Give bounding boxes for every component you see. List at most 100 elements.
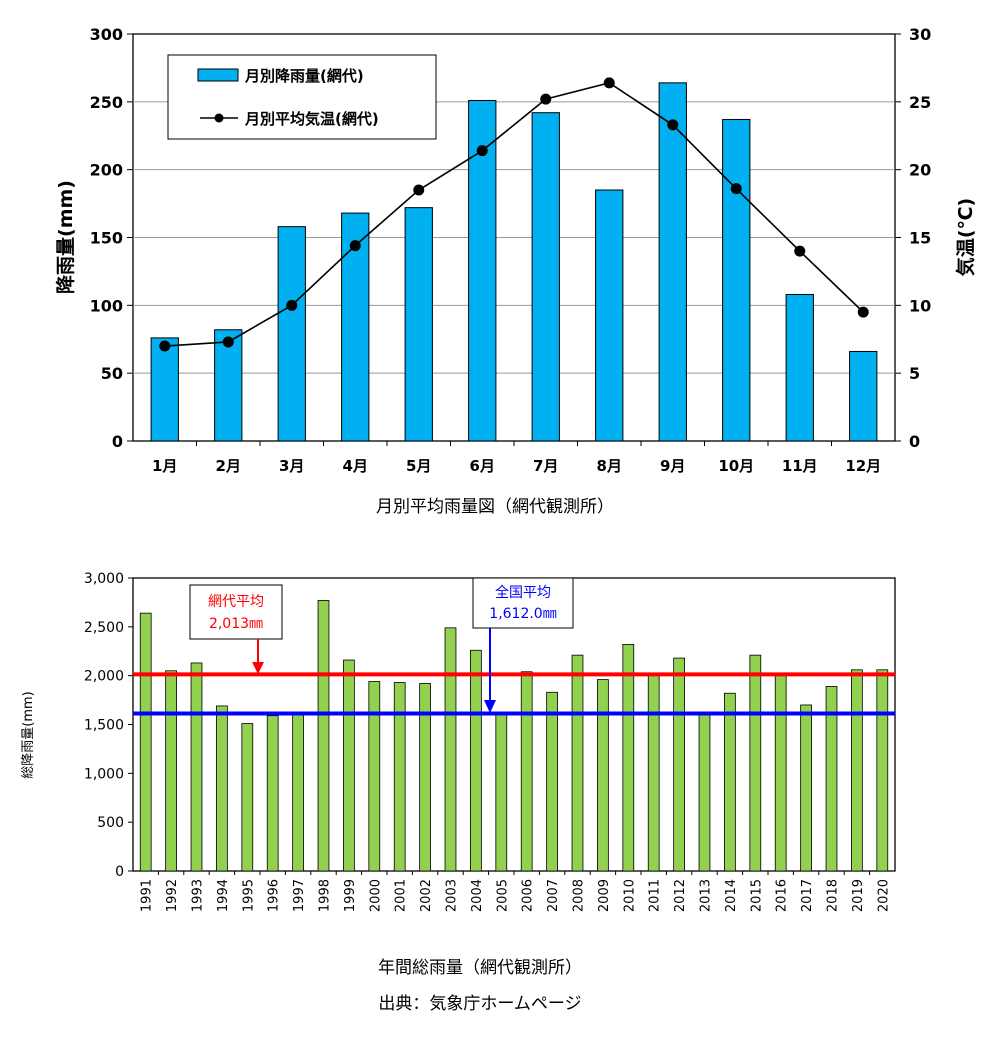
year-label: 1991: [140, 879, 155, 912]
annual-bar-2009: [597, 679, 609, 872]
national-average-value: 1,612.0㎜: [489, 606, 556, 622]
annual-bar-1995: [241, 723, 254, 872]
annual-tick-label: 1,500: [84, 718, 124, 734]
temp-point-7: [540, 93, 552, 105]
left-tick-label: 50: [101, 364, 123, 383]
right-tick-label: 30: [909, 25, 931, 44]
left-tick-label: 100: [90, 296, 123, 315]
temp-point-8: [603, 77, 615, 89]
rain-bar-10: [722, 118, 751, 442]
rain-bar-8: [595, 189, 624, 442]
temp-point-12: [857, 306, 869, 318]
right-tick-label: 5: [909, 364, 920, 383]
year-label: 2016: [775, 879, 790, 912]
year-label: 2014: [724, 879, 739, 912]
month-label: 5月: [406, 457, 431, 475]
national-average-box: [472, 577, 574, 629]
year-label: 2019: [851, 879, 866, 912]
legend-rain-label: 月別降雨量(網代): [244, 67, 364, 85]
annual-bar-2012: [673, 657, 685, 872]
month-label: 2月: [216, 457, 241, 475]
national-average-callout: 全国平均 1,612.0㎜: [472, 577, 574, 713]
annual-bar-2015: [749, 654, 762, 872]
annual-tick-label: 3,000: [84, 571, 124, 587]
rain-bar-9: [658, 82, 687, 442]
year-label: 2006: [521, 879, 536, 912]
annual-bar-1993: [190, 662, 203, 872]
year-label: 1995: [241, 879, 256, 912]
year-label: 2018: [826, 879, 841, 912]
temp-point-5: [413, 184, 425, 196]
annual-rain-bars: [139, 600, 889, 872]
national-average-arrow-head: [484, 700, 496, 713]
annual-reference-lines: [133, 672, 895, 716]
monthly-caption: 月別平均雨量図（網代観測所）: [376, 497, 614, 517]
annual-bar-1994: [216, 705, 228, 872]
rain-bar-12: [849, 350, 878, 442]
temp-point-1: [159, 340, 171, 352]
monthly-right-ticks: 0 5 10 15 20 25 30: [895, 25, 931, 451]
annual-bar-2016: [774, 675, 787, 872]
annual-bar-2000: [368, 681, 381, 872]
year-label: 2015: [749, 879, 764, 912]
year-label: 2000: [368, 879, 383, 912]
left-tick-label: 200: [90, 161, 123, 180]
local-average-box: [189, 584, 283, 640]
year-label: 1996: [267, 879, 282, 912]
annual-y-ticks: 0 500 1,000 1,500 2,000 2,500 3,000: [84, 571, 133, 880]
year-label: 2012: [673, 879, 688, 912]
annual-bar-2008: [571, 654, 584, 872]
annual-bar-2007: [546, 691, 558, 872]
temp-point-3: [286, 299, 298, 311]
local-average-arrow-head: [252, 662, 264, 674]
monthly-ylabel: 降雨量(mm): [54, 180, 77, 294]
left-tick-label: 0: [112, 432, 123, 451]
annual-tick-label: 1,000: [84, 766, 124, 782]
rain-bar-5: [404, 207, 433, 442]
legend-bar-swatch: [197, 68, 239, 82]
annual-x-ticks: 1991 1992 1993 1994 1995 1996 1997 1998 1999 2000…: [140, 871, 891, 912]
monthly-legend: 月別降雨量(網代) 月別平均気温(網代): [167, 54, 437, 140]
month-label: 8月: [597, 457, 622, 475]
monthly-left-ticks: 0 50 100 150 200 250 300: [90, 25, 133, 451]
year-label: 2003: [445, 879, 460, 912]
left-tick-label: 250: [90, 93, 123, 112]
month-label: 9月: [660, 457, 685, 475]
year-label: 2005: [495, 879, 510, 912]
year-label: 1998: [318, 879, 333, 912]
right-tick-label: 0: [909, 432, 920, 451]
annual-bar-2013: [698, 714, 711, 872]
annual-tick-label: 2,000: [84, 669, 124, 685]
temp-point-2: [222, 336, 234, 348]
year-label: 1993: [191, 879, 206, 912]
annual-bar-2017: [800, 704, 812, 872]
annual-bar-2003: [444, 627, 457, 872]
month-label: 3月: [279, 457, 304, 475]
year-label: 2011: [648, 879, 663, 912]
month-label: 12月: [845, 457, 881, 475]
monthly-temp-line: [159, 77, 869, 352]
national-average-label: 全国平均: [495, 584, 551, 601]
annual-bar-1997: [292, 714, 304, 872]
year-label: 1997: [292, 879, 307, 912]
year-label: 2020: [876, 879, 891, 912]
month-label: 11月: [782, 457, 818, 475]
year-label: 2013: [699, 879, 714, 912]
left-tick-label: 300: [90, 25, 123, 44]
monthly-x-ticks: 1月 2月 3月 4月 5月 6月 7月 8月 9月 10月 11月 12月: [152, 441, 881, 475]
right-tick-label: 10: [909, 296, 931, 315]
rain-bar-7: [531, 112, 560, 442]
annual-bar-2010: [622, 644, 635, 872]
rain-bar-1: [150, 337, 179, 442]
monthly-rain-bars: [150, 82, 878, 442]
year-label: 2004: [470, 879, 485, 912]
annual-bar-1992: [165, 670, 177, 872]
annual-tick-label: 2,500: [84, 620, 124, 636]
legend-marker-swatch: [214, 113, 224, 123]
annual-bar-2019: [851, 669, 863, 872]
temp-point-4: [349, 240, 361, 252]
temp-point-6: [476, 145, 488, 157]
legend-temp-label: 月別平均気温(網代): [244, 110, 379, 128]
local-average-callout: 網代平均 2,013㎜: [189, 584, 283, 674]
